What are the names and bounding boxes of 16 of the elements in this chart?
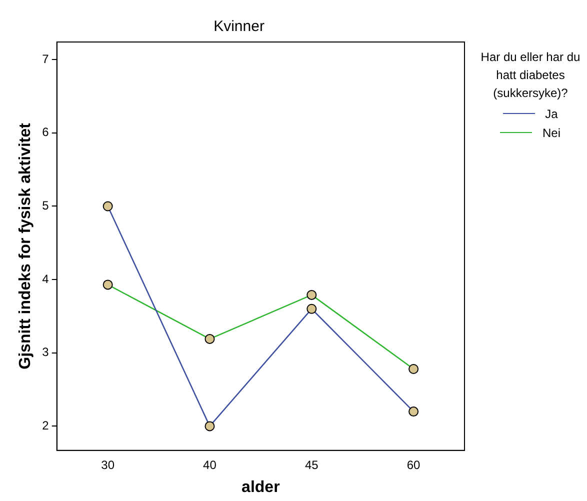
y-tick-label: 5	[42, 198, 50, 213]
legend-label: Ja	[545, 106, 558, 120]
chart-title: Kvinner	[214, 18, 264, 36]
y-tick-label: 2	[42, 418, 50, 433]
x-tick-label: 40	[203, 458, 217, 472]
legend-title: Har du eller har du hatt diabetes (sukkersyke)?	[480, 49, 582, 102]
y-axis-title: Gjsnitt indeks for fysisk aktivitet	[17, 122, 34, 370]
y-tick-label: 4	[42, 272, 50, 286]
x-tick-label: 30	[101, 458, 115, 472]
y-tick-label: 6	[42, 125, 50, 140]
x-tick-label: 45	[304, 458, 319, 472]
x-tick-label: 60	[406, 458, 421, 472]
y-tick-label: 3	[42, 345, 50, 360]
legend-label: Nei	[542, 126, 560, 140]
x-axis-title: alder	[242, 478, 280, 496]
y-tick-label: 7	[42, 52, 50, 66]
